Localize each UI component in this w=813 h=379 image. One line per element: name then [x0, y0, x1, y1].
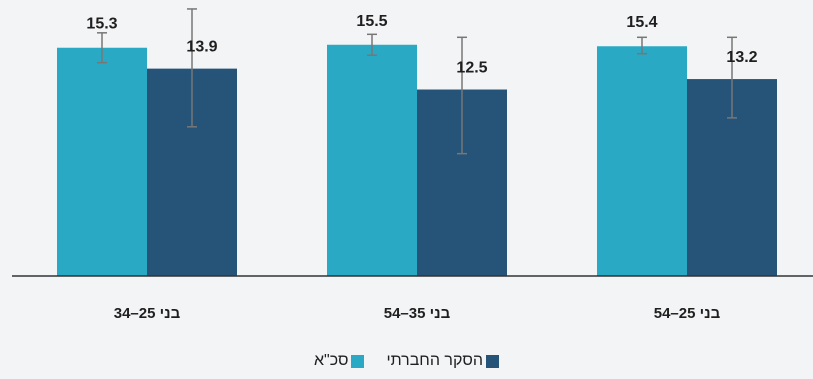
legend-label-social-survey: הסקר החברתי — [386, 352, 484, 369]
data-label: 13.9 — [186, 39, 217, 56]
x-tick-label: 54–35 בני — [384, 305, 451, 322]
x-tick-label: 34–25 בני — [114, 305, 181, 322]
data-label: 15.4 — [626, 14, 657, 31]
data-label: 15.5 — [356, 13, 387, 30]
legend-swatch-lfs — [351, 354, 365, 368]
legend: הסקר החברתי סכ"א — [0, 352, 813, 370]
data-label: 12.5 — [456, 60, 487, 77]
data-label: 13.2 — [726, 49, 757, 66]
data-label: 15.3 — [86, 16, 117, 33]
legend-item-lfs: סכ"א — [313, 352, 365, 370]
legend-label-lfs: סכ"א — [313, 352, 349, 369]
bar-lfs — [57, 47, 147, 276]
bar-lfs — [597, 46, 687, 276]
x-tick-label: 54–25 בני — [654, 305, 721, 322]
legend-item-social-survey: הסקר החברתי — [386, 352, 500, 370]
legend-swatch-social-survey — [486, 354, 500, 368]
bar-lfs — [327, 44, 417, 276]
